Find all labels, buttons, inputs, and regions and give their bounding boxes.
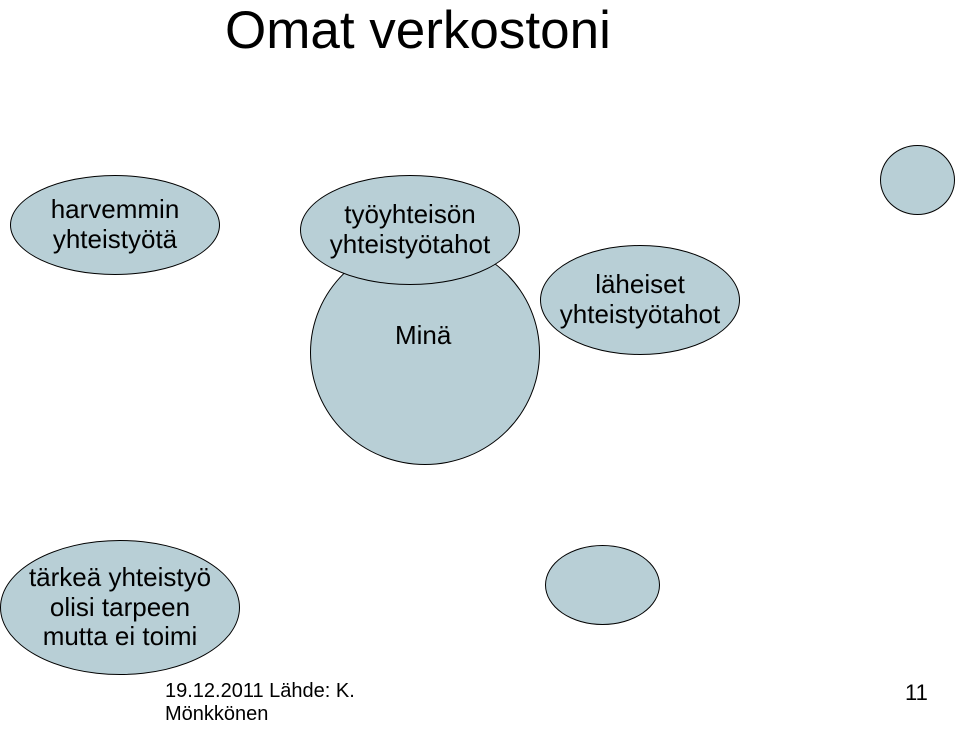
node-laheiset-label: läheisetyhteistyötahot — [556, 266, 724, 334]
footer-citation: 19.12.2011 Lähde: K. Mönkkönen — [165, 680, 355, 726]
node-tyoyhteison: työyhteisönyhteistyötahot — [300, 175, 520, 285]
node-laheiset: läheisetyhteistyötahot — [540, 245, 740, 355]
slide-title: Omat verkostoni — [225, 0, 611, 61]
page-number: 11 — [905, 680, 928, 706]
node-tyoyhteison-label: työyhteisönyhteistyötahot — [326, 196, 494, 264]
node-mina-label: Minä — [395, 320, 451, 351]
node-harvemmin: harvemminyhteistyötä — [10, 175, 220, 275]
node-empty-mid — [545, 545, 660, 625]
footer-line1: 19.12.2011 Lähde: K. — [165, 680, 355, 703]
node-harvemmin-label: harvemminyhteistyötä — [47, 191, 184, 259]
diagram-stage: Omat verkostoni työyhteisönyhteistyötaho… — [0, 0, 959, 729]
footer-line2: Mönkkönen — [165, 703, 355, 726]
node-tarkea: tärkeä yhteistyöolisi tarpeenmutta ei to… — [0, 540, 240, 675]
node-tarkea-label: tärkeä yhteistyöolisi tarpeenmutta ei to… — [25, 559, 215, 657]
node-empty-topright — [880, 145, 955, 215]
